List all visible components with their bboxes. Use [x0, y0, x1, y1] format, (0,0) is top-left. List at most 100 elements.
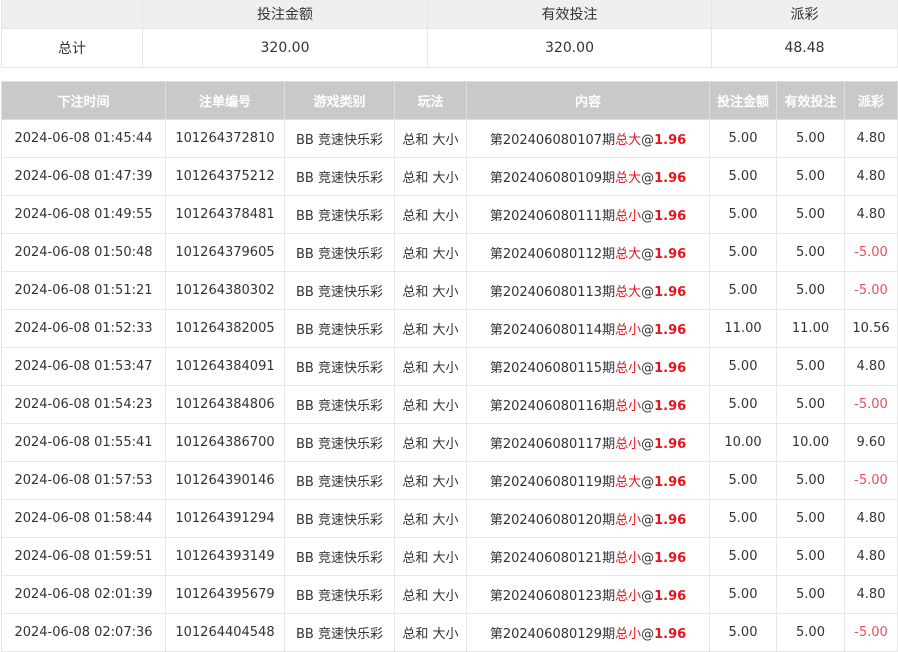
bet-payout: -5.00 [844, 461, 898, 500]
bet-time: 2024-06-08 01:55:41 [1, 423, 166, 462]
bet-amount: 10.00 [709, 423, 777, 462]
bet-id: 101264378481 [165, 195, 285, 234]
bet-id: 101264372810 [165, 119, 285, 158]
col-play: 玩法 [394, 81, 467, 120]
bet-at: @ [641, 361, 655, 376]
bet-game: BB 竞速快乐彩 [284, 423, 395, 462]
bet-at: @ [641, 247, 655, 262]
bet-pick: 总大 [615, 247, 642, 262]
bet-play: 总和 大小 [394, 537, 467, 576]
total-label: 总计 [1, 28, 143, 68]
bet-id: 101264395679 [165, 575, 285, 614]
bet-play: 总和 大小 [394, 385, 467, 424]
bet-payout: -5.00 [844, 613, 898, 652]
bet-amount: 5.00 [709, 157, 777, 196]
bet-pick: 总小 [615, 361, 642, 376]
bet-time: 2024-06-08 01:57:53 [1, 461, 166, 500]
bet-game: BB 竞速快乐彩 [284, 347, 395, 386]
bet-odds: 1.96 [654, 437, 687, 452]
table-row: 2024-06-08 01:45:44 101264372810 BB 竞速快乐彩总… [1, 119, 898, 158]
bet-pick: 总小 [615, 399, 642, 414]
bet-play: 总和 大小 [394, 157, 467, 196]
bet-game: BB 竞速快乐彩 [284, 575, 395, 614]
bet-at: @ [641, 323, 655, 338]
bet-id: 101264384091 [165, 347, 285, 386]
bet-valid: 5.00 [776, 157, 845, 196]
bet-odds: 1.96 [654, 589, 687, 604]
bet-pick: 总小 [615, 323, 642, 338]
bet-play: 总和 大小 [394, 119, 467, 158]
bet-payout: 4.80 [844, 347, 898, 386]
bet-game: BB 竞速快乐彩 [284, 157, 395, 196]
bet-time: 2024-06-08 01:53:47 [1, 347, 166, 386]
bet-odds: 1.96 [654, 323, 687, 338]
bet-pick: 总大 [615, 171, 642, 186]
bets-header-row: 下注时间 注单编号 游戏类别 玩法 内容 投注金额 有效投注 派彩 [1, 81, 898, 120]
bet-id: 101264390146 [165, 461, 285, 500]
bet-period: 第202406080119期 [489, 475, 616, 490]
bet-valid: 5.00 [776, 537, 845, 576]
bet-play: 总和 大小 [394, 423, 467, 462]
bet-period: 第202406080112期 [489, 247, 616, 262]
bet-game: BB 竞速快乐彩 [284, 233, 395, 272]
bet-amount: 5.00 [709, 537, 777, 576]
bet-amount: 5.00 [709, 347, 777, 386]
bet-id: 101264379605 [165, 233, 285, 272]
bet-id: 101264391294 [165, 499, 285, 538]
bet-period: 第202406080114期 [489, 323, 616, 338]
bet-odds: 1.96 [654, 361, 687, 376]
bet-content: 第202406080107期总大@1.96 [466, 119, 710, 158]
bet-game: BB 竞速快乐彩 [284, 385, 395, 424]
bet-amount: 5.00 [709, 271, 777, 310]
bet-valid: 5.00 [776, 119, 845, 158]
summary-header-valid: 有效投注 [427, 0, 712, 29]
bet-amount: 5.00 [709, 575, 777, 614]
bet-time: 2024-06-08 01:54:23 [1, 385, 166, 424]
bet-content: 第202406080109期总大@1.96 [466, 157, 710, 196]
bet-valid: 5.00 [776, 233, 845, 272]
bets-table: 下注时间 注单编号 游戏类别 玩法 内容 投注金额 有效投注 派彩 2024-0… [1, 81, 898, 652]
bet-odds: 1.96 [654, 171, 687, 186]
bet-game: BB 竞速快乐彩 [284, 499, 395, 538]
total-payout: 48.48 [711, 28, 898, 68]
bet-game: BB 竞速快乐彩 [284, 461, 395, 500]
bet-payout: -5.00 [844, 233, 898, 272]
bet-play: 总和 大小 [394, 309, 467, 348]
bet-game: BB 竞速快乐彩 [284, 195, 395, 234]
bet-id: 101264382005 [165, 309, 285, 348]
bet-pick: 总大 [615, 475, 642, 490]
table-row: 2024-06-08 01:51:21 101264380302 BB 竞速快乐彩总… [1, 271, 898, 310]
bet-time: 2024-06-08 01:49:55 [1, 195, 166, 234]
bet-odds: 1.96 [654, 285, 687, 300]
bet-odds: 1.96 [654, 247, 687, 262]
table-row: 2024-06-08 01:58:44 101264391294 BB 竞速快乐彩总… [1, 499, 898, 538]
bet-at: @ [641, 437, 655, 452]
bet-amount: 5.00 [709, 233, 777, 272]
bet-payout: 10.56 [844, 309, 898, 348]
total-bet: 320.00 [142, 28, 428, 68]
bet-id: 101264404548 [165, 613, 285, 652]
summary-header-blank [1, 0, 143, 29]
bet-period: 第202406080116期 [489, 399, 616, 414]
bet-content: 第202406080112期总大@1.96 [466, 233, 710, 272]
bet-valid: 5.00 [776, 461, 845, 500]
bet-time: 2024-06-08 01:59:51 [1, 537, 166, 576]
summary-total-row: 总计 320.00 320.00 48.48 [1, 28, 898, 68]
bet-amount: 11.00 [709, 309, 777, 348]
bet-game: BB 竞速快乐彩 [284, 119, 395, 158]
bet-valid: 5.00 [776, 347, 845, 386]
bet-play: 总和 大小 [394, 195, 467, 234]
bet-content: 第202406080129期总小@1.96 [466, 613, 710, 652]
bet-period: 第202406080115期 [489, 361, 616, 376]
bet-period: 第202406080120期 [489, 513, 616, 528]
table-row: 2024-06-08 01:49:55 101264378481 BB 竞速快乐彩总… [1, 195, 898, 234]
bet-game: BB 竞速快乐彩 [284, 309, 395, 348]
summary-header-bet: 投注金额 [142, 0, 428, 29]
bet-pick: 总大 [615, 133, 642, 148]
bet-pick: 总大 [615, 285, 642, 300]
col-time: 下注时间 [1, 81, 166, 120]
bet-at: @ [641, 399, 655, 414]
bet-valid: 5.00 [776, 575, 845, 614]
bet-odds: 1.96 [654, 475, 687, 490]
bet-amount: 5.00 [709, 385, 777, 424]
